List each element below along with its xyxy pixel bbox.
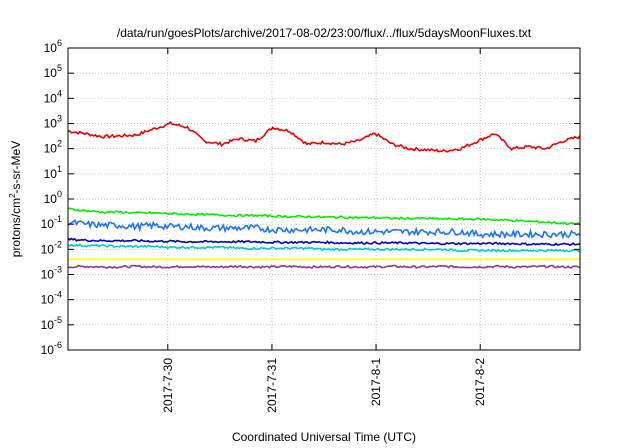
series-line-3 bbox=[67, 243, 581, 253]
grid bbox=[68, 48, 580, 350]
y-tick-label: 10-5 bbox=[41, 315, 62, 332]
y-tick-label: 100 bbox=[44, 189, 62, 206]
y-tick-label: 105 bbox=[44, 63, 62, 80]
series-line-4 bbox=[67, 237, 581, 247]
series-line-0 bbox=[68, 120, 581, 153]
x-tick-label: 2017-8-1 bbox=[369, 358, 383, 406]
series-line-2 bbox=[67, 218, 581, 240]
series-line-5 bbox=[67, 258, 581, 261]
x-tick-label: 2017-7-30 bbox=[161, 358, 175, 413]
y-tick-label: 102 bbox=[44, 139, 62, 156]
series-group bbox=[67, 120, 581, 269]
y-tick-label: 103 bbox=[44, 114, 62, 131]
x-axis: 2017-7-30 2017-7-31 2017-8-1 2017-8-2 bbox=[161, 48, 487, 413]
y-tick-label: 10-2 bbox=[41, 239, 62, 256]
series-line-1 bbox=[67, 207, 581, 226]
y-tick-label: 10-1 bbox=[41, 214, 62, 231]
series-line-6 bbox=[67, 264, 581, 269]
y-axis: 106 105 104 103 102 101 100 10-1 10-2 10-3 10-4 10-… bbox=[41, 38, 580, 357]
y-axis-label: protons/cm2-s-sr-MeV bbox=[8, 141, 23, 257]
y-tick-label: 104 bbox=[44, 88, 62, 105]
y-tick-label: 10-4 bbox=[41, 290, 62, 307]
y-tick-label: 101 bbox=[44, 164, 62, 181]
y-tick-label: 10-6 bbox=[41, 340, 62, 357]
y-tick-label: 106 bbox=[44, 38, 62, 55]
x-tick-label: 2017-7-31 bbox=[265, 358, 279, 413]
chart-title: /data/run/goesPlots/archive/2017-08-02/2… bbox=[117, 26, 532, 40]
x-axis-label: Coordinated Universal Time (UTC) bbox=[232, 430, 416, 444]
x-tick-label: 2017-8-2 bbox=[473, 358, 487, 406]
y-tick-label: 10-3 bbox=[41, 265, 62, 282]
